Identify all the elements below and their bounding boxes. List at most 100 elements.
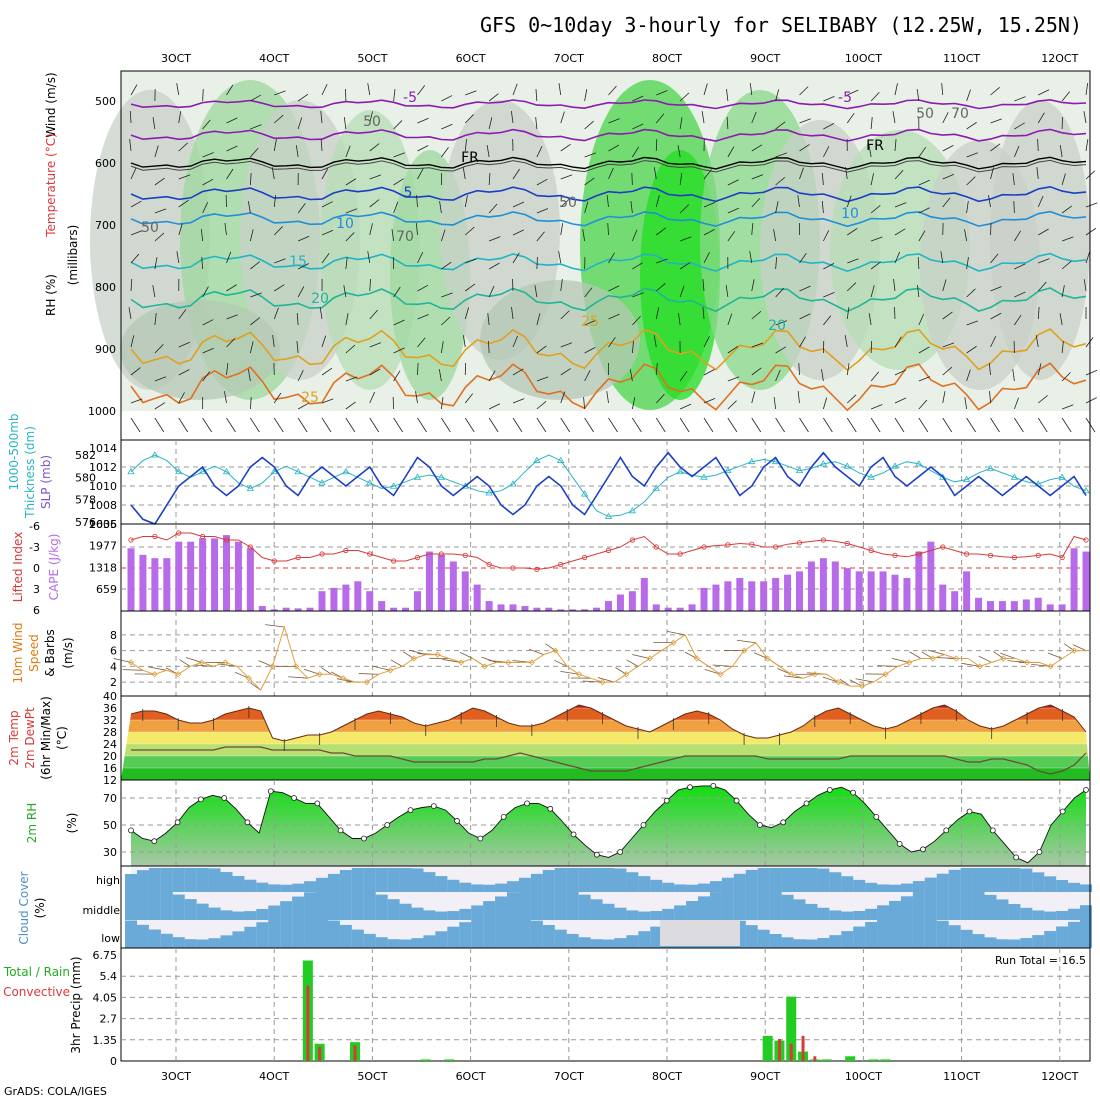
wind-barb bbox=[226, 417, 236, 433]
wind-barb bbox=[1083, 279, 1087, 292]
x-tick-bottom: 8OCT bbox=[652, 1070, 682, 1083]
rh2m-line-point bbox=[1059, 808, 1066, 815]
wind10-speed-line-point bbox=[1000, 655, 1007, 662]
cloud-cell bbox=[948, 892, 961, 920]
wind-barb bbox=[799, 417, 809, 433]
cape-bar bbox=[521, 606, 529, 611]
temp-contour-25 bbox=[130, 328, 1087, 372]
wind-barb bbox=[703, 398, 716, 404]
wind-barb bbox=[751, 111, 757, 124]
cloud-cell bbox=[1044, 931, 1057, 948]
wind10-ylabel-2: Speed bbox=[27, 634, 41, 672]
cloud-cell bbox=[351, 868, 364, 892]
cloud-cell bbox=[268, 884, 281, 892]
lifted-index-line-point bbox=[152, 533, 158, 540]
wind-barb bbox=[560, 223, 564, 236]
cape-bar bbox=[294, 608, 302, 611]
cloud-cell bbox=[1020, 938, 1033, 948]
wind10-barb bbox=[193, 664, 214, 667]
wind-barb bbox=[202, 319, 214, 326]
wind-barb bbox=[870, 404, 883, 410]
precip-tick: 1.35 bbox=[93, 1034, 118, 1047]
rh2m-line-point bbox=[430, 803, 437, 809]
thickness-line-point bbox=[366, 479, 374, 486]
contour-label: 50 bbox=[363, 114, 381, 130]
cape-bar bbox=[282, 607, 290, 611]
wind-barb bbox=[703, 252, 710, 264]
wind-barb bbox=[417, 252, 424, 264]
x-tick-top: 11OCT bbox=[943, 52, 980, 65]
precip-convective-bar bbox=[777, 1039, 781, 1061]
wind-barb bbox=[369, 174, 382, 180]
wind10-barb bbox=[148, 666, 167, 671]
wind-barb bbox=[488, 117, 493, 130]
lifted-index-line-point bbox=[486, 561, 492, 568]
wind-barb bbox=[918, 207, 930, 214]
cloud-cell bbox=[399, 903, 412, 920]
cloud-cell bbox=[841, 911, 854, 920]
wind-barb bbox=[703, 202, 716, 208]
cloud-cell bbox=[1068, 908, 1081, 920]
wind-barb bbox=[1061, 205, 1073, 214]
wind-barb bbox=[1061, 173, 1066, 186]
wind-barb bbox=[273, 114, 284, 124]
wind-barb bbox=[870, 173, 874, 186]
wind-barb bbox=[966, 257, 969, 270]
wind10-speed-line-point bbox=[929, 655, 936, 662]
wind-barb bbox=[775, 346, 787, 354]
wind-barb bbox=[823, 292, 835, 298]
wind-barb bbox=[250, 417, 260, 433]
wind10-barb bbox=[909, 651, 922, 659]
temp2m-axis-labels: 2m Temp 2m DewPt (6hr Min/Max) (°C) bbox=[7, 696, 69, 780]
wind-barb bbox=[656, 227, 667, 236]
rh-shade bbox=[990, 100, 1090, 380]
wind-barb bbox=[536, 146, 543, 158]
cape-bar bbox=[760, 581, 768, 611]
wind-barb bbox=[823, 230, 830, 242]
wind-barb bbox=[536, 401, 547, 410]
rh2m-area-fill bbox=[131, 785, 1086, 866]
precip-convective-bar bbox=[353, 1045, 357, 1061]
cloud-cell bbox=[889, 920, 901, 948]
wind-barb bbox=[224, 223, 227, 236]
rh2m-line-point bbox=[989, 827, 996, 834]
cape-bar bbox=[963, 571, 971, 611]
wind-barb bbox=[464, 393, 474, 404]
cape-bar bbox=[306, 607, 314, 611]
wind-barb bbox=[775, 320, 787, 326]
wind10-speed-line-point bbox=[434, 651, 441, 658]
wind-barb bbox=[369, 111, 373, 124]
cape-bar bbox=[796, 571, 803, 611]
wind-barb bbox=[512, 252, 520, 264]
wind-barb bbox=[584, 152, 597, 158]
wind10-barb bbox=[185, 657, 202, 663]
temp2m-lines bbox=[121, 704, 1090, 775]
thickness-line-point bbox=[533, 456, 541, 463]
wind-barb bbox=[1037, 307, 1040, 320]
cloud-cell bbox=[1032, 872, 1045, 892]
contour-label: 25 bbox=[581, 314, 599, 330]
cloud-cell bbox=[184, 868, 197, 892]
wind10-barb bbox=[978, 655, 992, 663]
slp-ylabel: SLP (mb) bbox=[39, 455, 53, 509]
wind-barb bbox=[942, 342, 955, 348]
lifted-index-line-point bbox=[916, 551, 922, 557]
wind-barb bbox=[797, 391, 800, 404]
wind-barb bbox=[1061, 341, 1064, 354]
wind-barb bbox=[178, 174, 191, 180]
wind10-barb bbox=[1000, 652, 1016, 659]
cape-bar bbox=[378, 601, 386, 611]
wind-barb bbox=[295, 145, 299, 158]
wind-barb bbox=[345, 178, 357, 186]
wind10-barb bbox=[234, 672, 250, 679]
wind-barb bbox=[606, 391, 609, 404]
cape-bar bbox=[951, 591, 959, 611]
wind-barb bbox=[966, 122, 977, 130]
cloud-cell bbox=[889, 900, 901, 920]
wind10-speed-line-point bbox=[811, 671, 818, 678]
wind-barb bbox=[297, 117, 303, 130]
wind-barb bbox=[847, 258, 859, 264]
rh2m-line-point bbox=[267, 788, 274, 795]
wind-barb bbox=[536, 208, 549, 214]
rh2m-tick: 70 bbox=[103, 792, 117, 805]
